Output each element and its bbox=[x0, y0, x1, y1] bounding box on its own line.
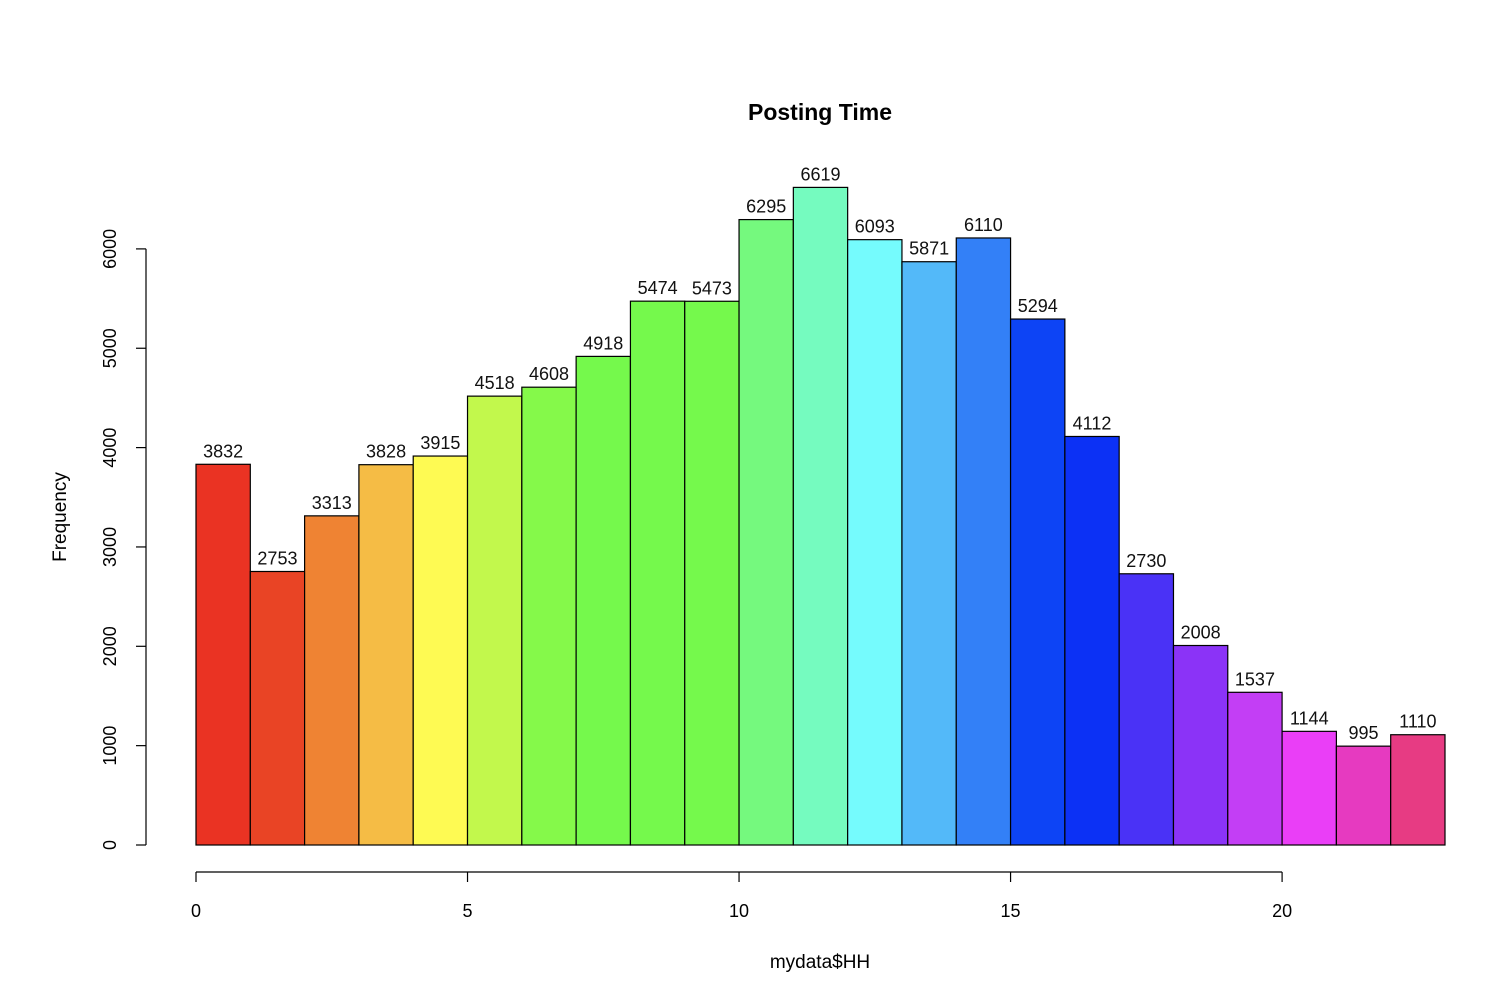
data-label-9: 5473 bbox=[692, 278, 732, 298]
y-tick-label-3000: 3000 bbox=[100, 527, 120, 567]
x-tick-label-15: 15 bbox=[1001, 901, 1021, 921]
data-label-15: 5294 bbox=[1018, 296, 1058, 316]
bar-9 bbox=[684, 300, 740, 846]
bar-4 bbox=[412, 455, 469, 846]
x-axis: 0 5 10 15 20 bbox=[191, 871, 1292, 921]
data-label-0: 3832 bbox=[203, 441, 243, 461]
bar-21 bbox=[1335, 745, 1392, 846]
data-label-11: 6619 bbox=[800, 164, 840, 184]
data-label-21: 995 bbox=[1349, 723, 1379, 743]
data-label-1: 2753 bbox=[257, 548, 297, 568]
data-label-10: 6295 bbox=[746, 197, 786, 217]
bar-16 bbox=[1064, 435, 1120, 846]
y-tick-label-0: 0 bbox=[100, 840, 120, 850]
y-tick-label-5000: 5000 bbox=[100, 328, 120, 368]
x-tick-label-10: 10 bbox=[729, 901, 749, 921]
data-label-7: 4918 bbox=[583, 333, 623, 353]
data-label-8: 5474 bbox=[638, 278, 678, 298]
data-label-5: 4518 bbox=[475, 373, 515, 393]
y-tick-label-1000: 1000 bbox=[100, 726, 120, 766]
data-label-16: 4112 bbox=[1073, 413, 1112, 433]
data-label-13: 5871 bbox=[909, 239, 949, 259]
data-label-17: 2730 bbox=[1126, 551, 1166, 571]
bar-3 bbox=[358, 464, 414, 846]
data-label-3: 3828 bbox=[366, 442, 406, 462]
bar-14 bbox=[955, 237, 1012, 846]
bar-11 bbox=[792, 186, 849, 846]
bar-19 bbox=[1227, 691, 1283, 846]
bar-1 bbox=[249, 570, 306, 846]
x-tick-label-5: 5 bbox=[463, 901, 473, 921]
data-label-19: 1537 bbox=[1235, 669, 1275, 689]
x-tick-label-20: 20 bbox=[1272, 901, 1292, 921]
chart-title: Posting Time bbox=[748, 99, 892, 125]
data-label-20: 1144 bbox=[1290, 708, 1329, 728]
bar-2 bbox=[304, 515, 360, 846]
bars-group bbox=[195, 186, 1446, 846]
bar-18 bbox=[1172, 644, 1229, 846]
data-label-4: 3915 bbox=[420, 433, 460, 453]
data-label-12: 6093 bbox=[855, 217, 895, 237]
bar-15 bbox=[1009, 318, 1066, 846]
data-label-22: 1110 bbox=[1399, 712, 1436, 732]
y-axis: 0 1000 2000 3000 4000 5000 6000 bbox=[100, 229, 147, 850]
bar-0 bbox=[195, 463, 251, 846]
y-axis-label: Frequency bbox=[50, 472, 71, 562]
data-label-6: 4608 bbox=[529, 364, 569, 384]
bar-17 bbox=[1118, 573, 1175, 846]
y-tick-label-2000: 2000 bbox=[100, 626, 120, 666]
x-tick-label-0: 0 bbox=[191, 901, 201, 921]
x-axis-label: mydata$HH bbox=[770, 952, 870, 973]
bar-12 bbox=[847, 239, 903, 846]
bar-7 bbox=[575, 355, 632, 846]
bar-5 bbox=[466, 395, 523, 846]
bar-20 bbox=[1281, 730, 1337, 846]
bar-22 bbox=[1390, 734, 1446, 846]
bar-8 bbox=[629, 300, 686, 846]
y-tick-label-4000: 4000 bbox=[100, 428, 120, 468]
data-label-14: 6110 bbox=[964, 215, 1003, 235]
bar-6 bbox=[521, 386, 577, 846]
bar-10 bbox=[738, 218, 794, 846]
bar-13 bbox=[901, 261, 957, 846]
data-labels-group: 3832 2753 3313 3828 3915 4518 4608 4918 5474 5473… bbox=[203, 164, 1436, 743]
data-label-2: 3313 bbox=[312, 493, 352, 513]
y-tick-label-6000: 6000 bbox=[100, 229, 120, 269]
data-label-18: 2008 bbox=[1181, 623, 1221, 643]
